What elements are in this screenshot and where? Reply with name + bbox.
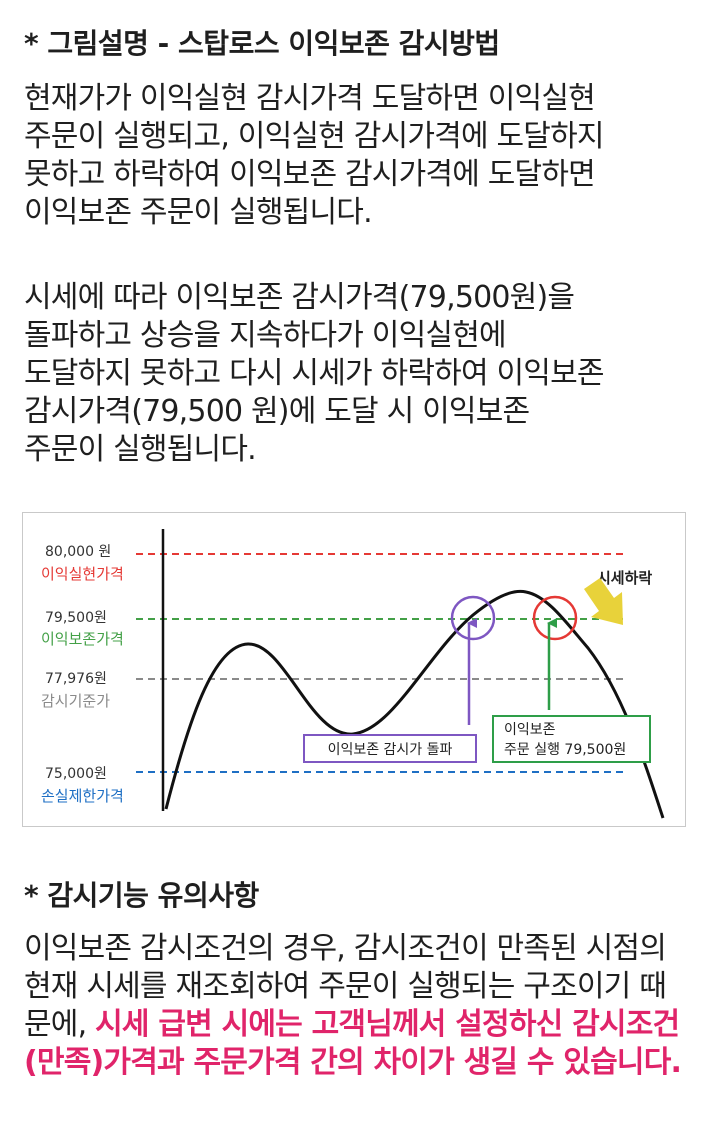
caution-highlight-text: 시세 급변 시에는 고객님께서 설정하신 감시조건(만족)가격과 주문가격 간의… bbox=[24, 1007, 682, 1080]
price-drop-arrow-icon bbox=[584, 578, 623, 625]
execution-label-line2: 주문 실행 79,500원 bbox=[504, 742, 626, 758]
para2-line: 감시가격(79,500 원)에 도달 시 이익보존 bbox=[24, 394, 530, 429]
take-profit-name: 이익실현가격 bbox=[41, 565, 124, 583]
reference-price: 77,976원 bbox=[45, 671, 107, 687]
execution-label-box bbox=[492, 715, 651, 763]
breakout-label: 이익보존 감시가 돌파 bbox=[328, 742, 453, 758]
para2-line: 도달하지 못하고 다시 시세가 하락하여 이익보존 bbox=[24, 356, 604, 391]
price-curve bbox=[164, 589, 665, 819]
description-paragraph-2: 시세에 따라 이익보존 감시가격(79,500원)을 돌파하고 상승을 지속하다… bbox=[24, 279, 684, 469]
para2-line: 시세에 따라 이익보존 감시가격(79,500원)을 bbox=[24, 280, 575, 315]
para2-line: 주문이 실행됩니다. bbox=[24, 432, 257, 467]
price-drop-label: 시세하락 bbox=[597, 569, 652, 587]
para1-line: 이익보존 주문이 실행됩니다. bbox=[24, 195, 373, 230]
execution-label-line1: 이익보존 bbox=[504, 722, 556, 738]
profit-protect-price: 79,500원 bbox=[45, 610, 107, 626]
diagram-svg: 80,000 원 이익실현가격 79,500원 이익보존가격 77,976원 감… bbox=[41, 529, 665, 819]
section1-title: * 그림설명 - 스탑로스 이익보존 감시방법 bbox=[24, 27, 500, 60]
para1-line: 주문이 실행되고, 이익실현 감시가격에 도달하지 bbox=[24, 119, 604, 154]
stop-loss-name: 손실제한가격 bbox=[41, 787, 124, 805]
breakout-circle bbox=[450, 595, 496, 641]
profit-protect-name: 이익보존가격 bbox=[41, 630, 124, 648]
caution-paragraph: 이익보존 감시조건의 경우, 감시조건이 만족된 시점의 현재 시세를 재조회하… bbox=[24, 930, 684, 1082]
para1-line: 못하고 하락하여 이익보존 감시가격에 도달하면 bbox=[24, 157, 596, 192]
stop-loss-price: 75,000원 bbox=[45, 766, 107, 782]
stoploss-diagram: 80,000 원 이익실현가격 79,500원 이익보존가격 77,976원 감… bbox=[22, 512, 686, 827]
description-paragraph-1: 현재가가 이익실현 감시가격 도달하면 이익실현 주문이 실행되고, 이익실현 … bbox=[24, 80, 684, 232]
para2-line: 돌파하고 상승을 지속하다가 이익실현에 bbox=[24, 318, 507, 353]
execution-circle bbox=[532, 595, 578, 641]
reference-name: 감시기준가 bbox=[41, 692, 110, 710]
para1-line: 현재가가 이익실현 감시가격 도달하면 이익실현 bbox=[24, 81, 596, 116]
section2-title: * 감시기능 유의사항 bbox=[24, 879, 259, 912]
breakout-label-box bbox=[303, 734, 477, 763]
take-profit-price: 80,000 원 bbox=[45, 544, 111, 560]
caution-text: 이익보존 감시조건의 경우, 감시조건이 만족된 시점의 현재 시세를 재조회하… bbox=[24, 931, 667, 1042]
